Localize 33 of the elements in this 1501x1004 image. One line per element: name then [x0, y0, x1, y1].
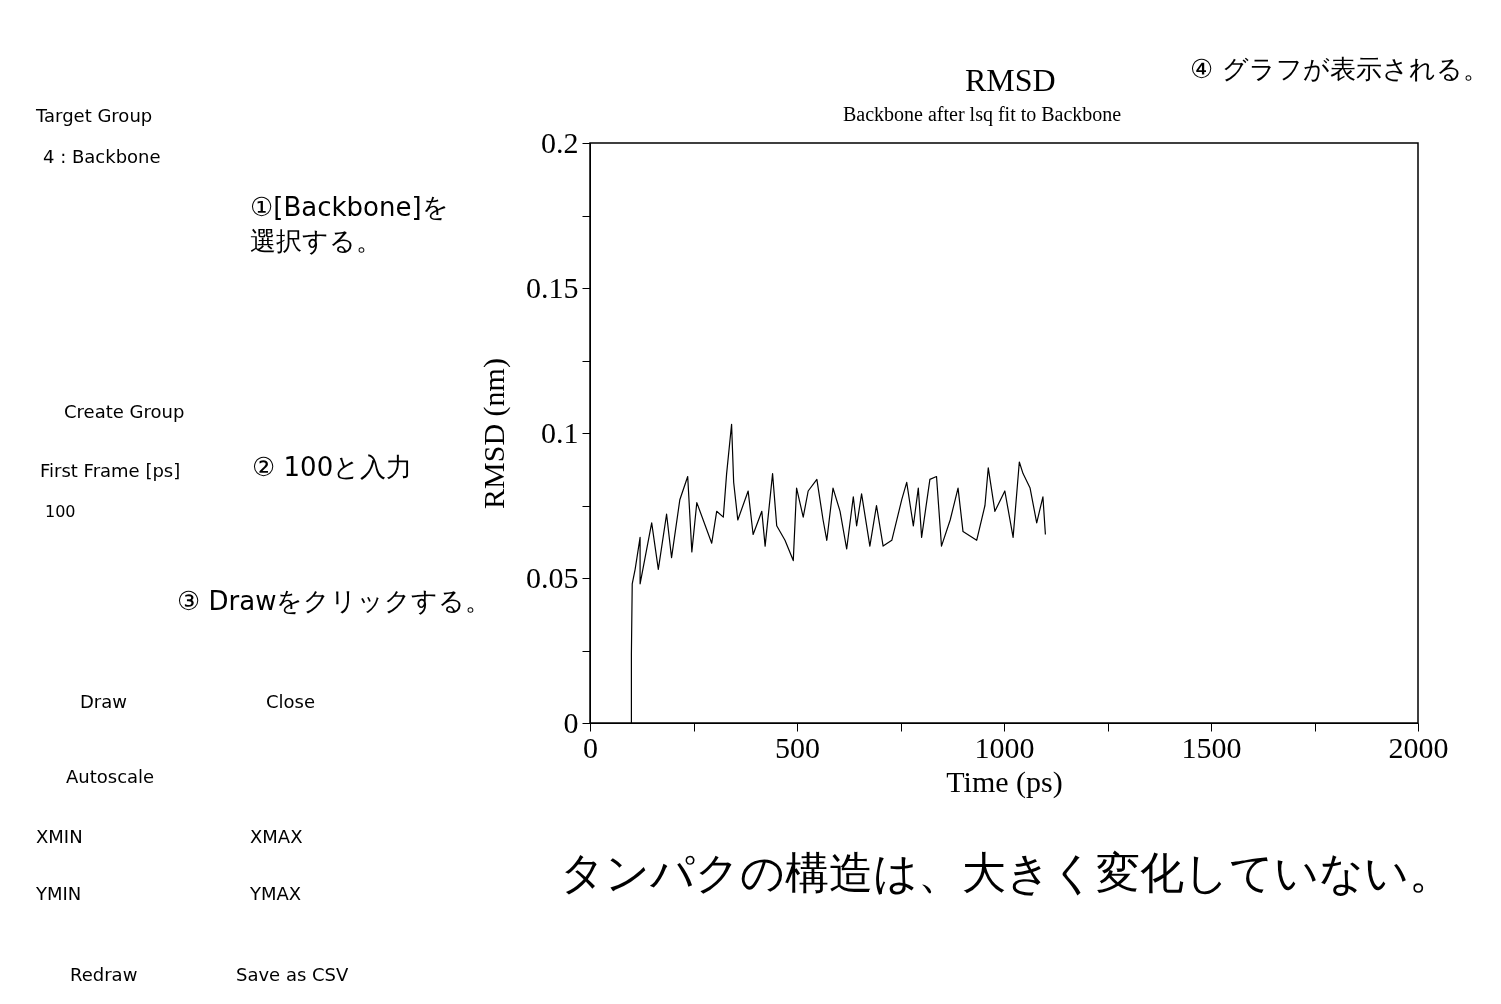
text: ② 100と入力 — [252, 452, 413, 482]
text: 選択する。 — [250, 226, 382, 256]
y-tick-label: 0.05 — [526, 560, 579, 594]
y-tick-label: 0.15 — [526, 270, 579, 304]
text: Redraw — [70, 964, 138, 985]
text: XMAX — [250, 826, 303, 847]
text: 4 : Backbone — [43, 146, 161, 167]
y-axis-title: RMSD (nm) — [477, 358, 511, 509]
chart-subtitle: Backbone after lsq fit to Backbone — [843, 103, 1122, 126]
y-tick-label: 0.1 — [541, 415, 579, 449]
text: ④ グラフが表示される。 — [1190, 54, 1489, 84]
chart-title: RMSD — [965, 62, 1056, 98]
x-axis-title: Time (ps) — [946, 764, 1063, 799]
x-tick-label: 2000 — [1388, 730, 1449, 764]
text: Target Group — [35, 105, 153, 126]
text: XMIN — [36, 826, 83, 847]
text: 100 — [45, 502, 76, 521]
text: ③ Drawをクリックする。 — [177, 586, 492, 616]
x-tick-label: 1000 — [974, 730, 1035, 764]
text: Create Group — [64, 401, 185, 422]
text: YMAX — [249, 883, 302, 904]
text: YMIN — [35, 883, 82, 904]
y-tick-label: 0.2 — [541, 125, 579, 159]
text: Save as CSV — [236, 964, 350, 985]
x-tick-label: 500 — [775, 730, 820, 764]
text: Autoscale — [66, 766, 155, 787]
text: タンパクの構造は、大きく変化していない。 — [560, 847, 1453, 898]
x-tick-label: 1500 — [1181, 730, 1242, 764]
y-tick-label: 0 — [563, 705, 579, 739]
text: Draw — [80, 691, 128, 712]
text: ①[Backbone]を — [250, 192, 449, 222]
text: Close — [266, 691, 316, 712]
text: First Frame [ps] — [40, 460, 181, 481]
